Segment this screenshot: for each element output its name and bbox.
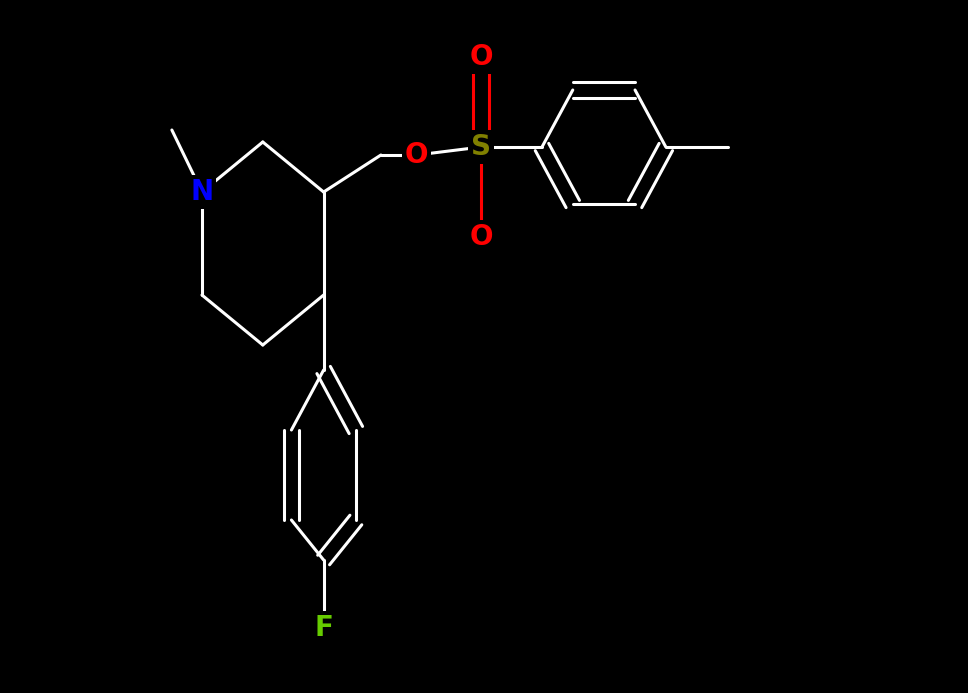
Text: F: F — [315, 614, 333, 642]
Text: S: S — [471, 133, 491, 161]
Text: O: O — [405, 141, 429, 169]
Text: N: N — [191, 178, 214, 206]
Text: O: O — [469, 223, 493, 251]
Text: O: O — [469, 43, 493, 71]
